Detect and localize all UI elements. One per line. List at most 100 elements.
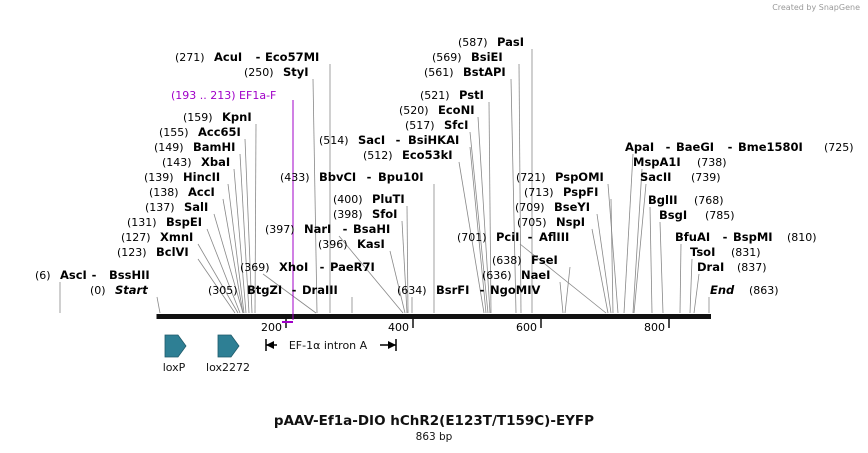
site-name[interactable]: Bme1580I: [738, 140, 803, 154]
end-label: End: [710, 283, 735, 297]
site-name[interactable]: AcuI: [214, 50, 242, 64]
site-name[interactable]: PspOMI: [555, 170, 604, 184]
site-name[interactable]: Eco53kI: [402, 148, 453, 162]
site-pos: (127): [121, 231, 151, 244]
site-name[interactable]: Eco57MI: [265, 50, 319, 64]
site-pos: (521): [420, 89, 450, 102]
site-name[interactable]: KpnI: [222, 110, 252, 124]
site-name[interactable]: PspFI: [563, 185, 598, 199]
site-pos: (810): [787, 231, 817, 244]
site-name[interactable]: NgoMIV: [490, 283, 540, 297]
site-connector: [469, 131, 489, 314]
site-pos: (701): [457, 231, 487, 244]
site-connector: [254, 123, 257, 314]
site-name[interactable]: AscI: [60, 268, 87, 282]
site-name[interactable]: XmnI: [160, 230, 193, 244]
site-name[interactable]: StyI: [283, 65, 309, 79]
site-pos: (271): [175, 51, 205, 64]
lox2272-arrow[interactable]: [217, 334, 240, 358]
site-name[interactable]: DraI: [697, 260, 724, 274]
site-connector: [469, 146, 487, 314]
site-connector: [244, 138, 253, 314]
site-connector: [222, 198, 244, 314]
site-name[interactable]: BsiHKAI: [408, 133, 459, 147]
site-pos: (561): [424, 66, 454, 79]
site-name[interactable]: SacI: [358, 133, 385, 147]
site-name[interactable]: SfcI: [444, 118, 468, 132]
site-name[interactable]: BspMI: [733, 230, 773, 244]
site-name[interactable]: NspI: [556, 215, 585, 229]
site-connector: [623, 153, 634, 314]
site-name[interactable]: EcoNI: [438, 103, 474, 117]
site-name[interactable]: HincII: [183, 170, 220, 184]
site-name[interactable]: BsiEI: [471, 50, 503, 64]
site-name[interactable]: BsrFI: [436, 283, 469, 297]
site-name[interactable]: AccI: [188, 185, 215, 199]
site-pos: (396): [318, 238, 348, 251]
site-name[interactable]: NarI: [304, 222, 331, 236]
site-connector: [693, 273, 700, 314]
site-name[interactable]: PciI: [496, 230, 519, 244]
site-name[interactable]: MspA1I: [633, 155, 681, 169]
feature-lox2272[interactable]: lox2272: [206, 334, 250, 374]
tick-200: 200: [261, 319, 287, 334]
site-name[interactable]: DraIII: [302, 283, 338, 297]
site-pos: (305): [208, 284, 238, 297]
site-name[interactable]: Bpu10I: [378, 170, 423, 184]
site-name[interactable]: BamHI: [193, 140, 235, 154]
tick-label-600: 600: [516, 321, 537, 334]
site-name[interactable]: ApaI: [625, 140, 654, 154]
site-connector: [519, 243, 607, 314]
site-name[interactable]: PluTI: [372, 192, 405, 206]
site-name[interactable]: BaeGI: [676, 140, 714, 154]
snapgene-watermark: Created by SnapGene: [772, 3, 860, 12]
site-name[interactable]: BglII: [648, 193, 678, 207]
site-name[interactable]: TsoI: [690, 245, 715, 259]
site-name[interactable]: SfoI: [372, 207, 397, 221]
site-name[interactable]: BfuAI: [675, 230, 710, 244]
site-name[interactable]: PaeR7I: [330, 260, 375, 274]
intron-label: EF-1α intron A: [289, 339, 368, 352]
svg-text:-: -: [343, 222, 348, 236]
site-connector: [564, 266, 571, 314]
site-name[interactable]: AflIII: [539, 230, 569, 244]
site-name[interactable]: SacII: [640, 170, 671, 184]
site-pos: (137): [145, 201, 175, 214]
feature-loxp[interactable]: loxP: [163, 334, 187, 374]
site-pos: (837): [737, 261, 767, 274]
site-name[interactable]: BclVI: [156, 245, 189, 259]
site-name[interactable]: XbaI: [201, 155, 230, 169]
site-name[interactable]: BstAPI: [463, 65, 506, 79]
site-name[interactable]: BsaHI: [353, 222, 390, 236]
feature-ef1a-intron[interactable]: EF-1α intron A: [265, 339, 397, 352]
site-name[interactable]: SalI: [184, 200, 208, 214]
site-connector: [607, 183, 619, 314]
primer-ef1a-f[interactable]: (193 .. 213) EF1a-F: [171, 89, 294, 323]
site-connector: [632, 168, 643, 314]
site-connector: [649, 206, 653, 314]
loxp-arrow[interactable]: [164, 334, 187, 358]
site-pos: (634): [397, 284, 427, 297]
svg-text:-: -: [396, 133, 401, 147]
site-name[interactable]: BbvCI: [319, 170, 356, 184]
svg-text:-: -: [528, 230, 533, 244]
site-name[interactable]: PasI: [497, 35, 524, 49]
site-name[interactable]: FseI: [531, 253, 558, 267]
site-name[interactable]: KasI: [357, 237, 385, 251]
sequence-length: 863 bp: [415, 431, 453, 443]
site-name[interactable]: BtgZI: [247, 283, 282, 297]
site-connector: [518, 63, 522, 314]
site-connector: [338, 235, 404, 314]
site-name[interactable]: BsgI: [659, 208, 687, 222]
site-connector: [197, 258, 236, 314]
site-pos: (705): [517, 216, 547, 229]
site-name[interactable]: BspEI: [166, 215, 202, 229]
start-label: Start: [115, 283, 148, 297]
site-name[interactable]: PstI: [459, 88, 484, 102]
site-name[interactable]: BssHII: [109, 268, 150, 282]
site-name[interactable]: BseYI: [554, 200, 590, 214]
sequence-title: pAAV-Ef1a-DIO hChR2(E123T/T159C)-EYFP: [273, 413, 595, 429]
site-name[interactable]: Acc65I: [198, 125, 241, 139]
site-name[interactable]: NaeI: [521, 268, 550, 282]
site-name[interactable]: XhoI: [279, 260, 308, 274]
